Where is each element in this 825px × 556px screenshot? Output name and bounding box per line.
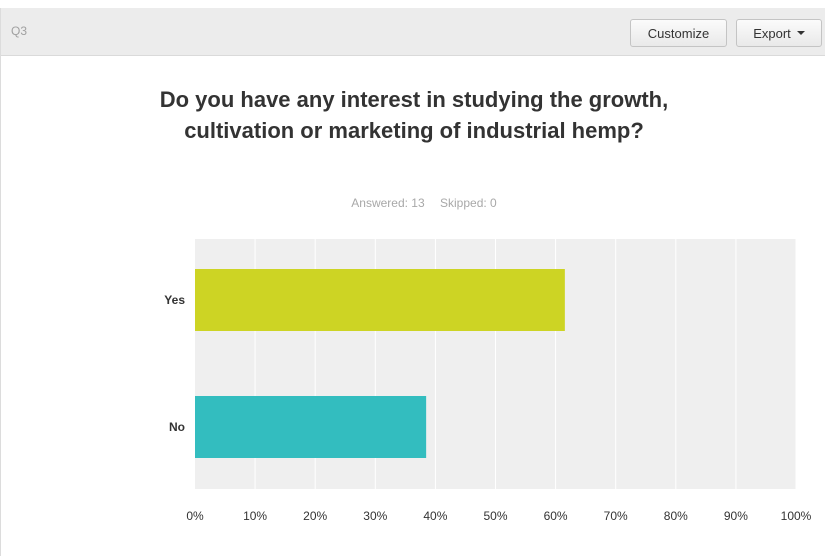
question-id: Q3 [11, 24, 28, 38]
skipped-count: Skipped: 0 [440, 196, 497, 210]
chevron-down-icon [796, 31, 805, 35]
customize-button-label: Customize [647, 25, 710, 41]
answered-count: Answered: 13 [351, 196, 425, 210]
x-tick-label: 10% [243, 509, 267, 523]
category-label: No [169, 420, 185, 434]
response-stats: Answered: 13 Skipped: 0 [0, 196, 825, 210]
bar-no [195, 396, 427, 458]
x-tick-label: 50% [483, 509, 507, 523]
question-panel: Q3 Customize Export [0, 8, 825, 556]
x-tick-label: 90% [724, 509, 748, 523]
chart-title: Do you have any interest in studying the… [159, 87, 669, 143]
category-label: Yes [164, 293, 185, 307]
x-tick-label: 20% [303, 509, 327, 523]
x-tick-label: 70% [604, 509, 628, 523]
customize-button[interactable]: Customize [630, 19, 727, 47]
x-tick-label: 80% [664, 509, 688, 523]
x-tick-label: 60% [544, 509, 568, 523]
export-button-label: Export [753, 25, 791, 41]
question-header: Q3 Customize Export [1, 8, 825, 56]
x-tick-label: 0% [186, 509, 204, 523]
x-tick-label: 100% [781, 509, 812, 523]
x-tick-label: 30% [363, 509, 387, 523]
export-button[interactable]: Export [736, 19, 822, 47]
bar-yes [195, 269, 565, 331]
x-tick-label: 40% [423, 509, 447, 523]
